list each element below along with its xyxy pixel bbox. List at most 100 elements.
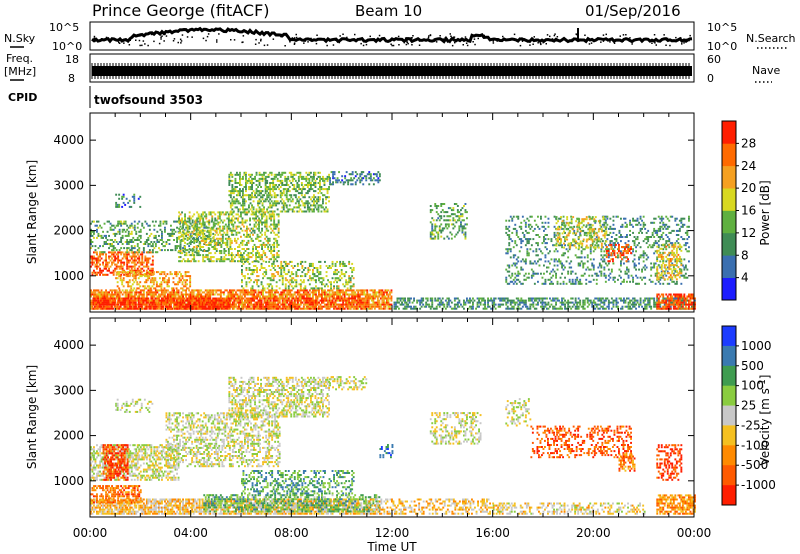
heatmap-cell <box>298 303 301 306</box>
heatmap-cell <box>127 281 130 284</box>
heatmap-cell <box>490 299 493 302</box>
heatmap-cell <box>305 305 308 308</box>
heatmap-cell <box>210 291 213 294</box>
heatmap-cell <box>284 305 287 308</box>
heatmap-cell <box>313 289 316 292</box>
heatmap-cell <box>162 293 165 296</box>
heatmap-cell <box>173 301 175 304</box>
heatmap-cell <box>240 213 242 216</box>
heatmap-cell <box>165 295 168 298</box>
heatmap-cell <box>686 303 689 306</box>
heatmap-cell <box>193 241 196 244</box>
heatmap-cell <box>215 243 218 246</box>
heatmap-cell <box>386 303 388 306</box>
heatmap-cell <box>472 301 474 304</box>
heatmap-cell <box>366 305 369 308</box>
heatmap-cell <box>134 307 137 310</box>
nsky-point <box>125 39 128 42</box>
heatmap-cell <box>674 307 677 310</box>
nsky-point <box>362 44 365 47</box>
heatmap-cell <box>553 307 556 310</box>
heatmap-cell <box>163 287 166 290</box>
nsky-point <box>529 41 531 43</box>
heatmap-cell <box>134 303 137 306</box>
heatmap-cell <box>140 297 143 300</box>
heatmap-cell <box>161 234 163 237</box>
heatmap-cell <box>91 241 94 243</box>
heatmap-cell <box>384 307 387 310</box>
heatmap-cell <box>232 223 235 226</box>
heatmap-cell <box>366 295 369 298</box>
heatmap-cell <box>218 227 221 230</box>
heatmap-cell <box>292 293 295 296</box>
heatmap-cell <box>648 299 651 302</box>
nsky-point <box>138 39 141 42</box>
heatmap-cell <box>246 219 248 222</box>
heatmap-cell <box>136 236 139 239</box>
heatmap-cell <box>348 289 351 292</box>
heatmap-cell <box>206 303 209 306</box>
nsky-point <box>670 39 672 42</box>
heatmap-cell <box>126 257 129 260</box>
heatmap-cell <box>171 289 174 292</box>
heatmap-cell <box>248 297 251 300</box>
heatmap-cell <box>98 303 101 306</box>
heatmap-cell <box>446 301 449 304</box>
heatmap-cell <box>669 301 672 304</box>
heatmap-cell <box>226 239 229 242</box>
heatmap-cell <box>111 299 113 302</box>
heatmap-cell <box>166 279 169 282</box>
heatmap-cell <box>230 303 233 306</box>
heatmap-cell <box>618 297 621 300</box>
heatmap-cell <box>659 301 662 304</box>
heatmap-cell <box>133 259 136 262</box>
heatmap-cell <box>118 297 121 300</box>
heatmap-cell <box>163 277 166 280</box>
heatmap-cell <box>671 303 674 306</box>
heatmap-cell <box>133 301 136 304</box>
heatmap-cell <box>223 258 226 261</box>
heatmap-cell <box>133 267 136 270</box>
heatmap-cell <box>103 241 106 243</box>
nsky-point <box>492 40 494 42</box>
heatmap-cell <box>289 291 292 294</box>
heatmap-cell <box>168 285 170 288</box>
heatmap-cell <box>111 291 113 294</box>
heatmap-cell <box>99 251 101 254</box>
heatmap-cell <box>119 299 122 302</box>
heatmap-cell <box>265 291 268 294</box>
heatmap-cell <box>145 293 148 296</box>
heatmap-cell <box>221 235 224 238</box>
heatmap-cell <box>200 225 203 228</box>
heatmap-cell <box>644 299 647 302</box>
heatmap-cell <box>212 226 215 229</box>
heatmap-cell <box>491 301 494 304</box>
nsky-point <box>453 38 455 40</box>
heatmap-cell <box>154 297 157 300</box>
heatmap-cell <box>141 224 144 227</box>
heatmap-cell <box>240 258 242 261</box>
heatmap-cell <box>213 307 216 310</box>
heatmap-cell <box>99 263 101 266</box>
heatmap-cell <box>419 301 422 304</box>
heatmap-cell <box>237 217 239 220</box>
heatmap-cell <box>189 279 192 282</box>
heatmap-cell <box>178 256 180 259</box>
heatmap-cell <box>91 259 94 262</box>
heatmap-cell <box>117 293 120 296</box>
heatmap-cell <box>130 295 133 298</box>
heatmap-cell <box>650 307 653 310</box>
heatmap-cell <box>145 305 148 308</box>
heatmap-cell <box>481 297 483 300</box>
heatmap-cell <box>91 307 94 310</box>
heatmap-cell <box>654 305 657 308</box>
heatmap-cell <box>526 307 529 310</box>
heatmap-cell <box>112 301 114 304</box>
heatmap-cell <box>240 235 242 238</box>
nsky-point <box>128 44 131 46</box>
heatmap-cell <box>115 241 118 243</box>
heatmap-cell <box>390 295 393 298</box>
heatmap-cell <box>96 289 98 292</box>
heatmap-cell <box>218 299 221 302</box>
heatmap-cell <box>193 256 196 259</box>
